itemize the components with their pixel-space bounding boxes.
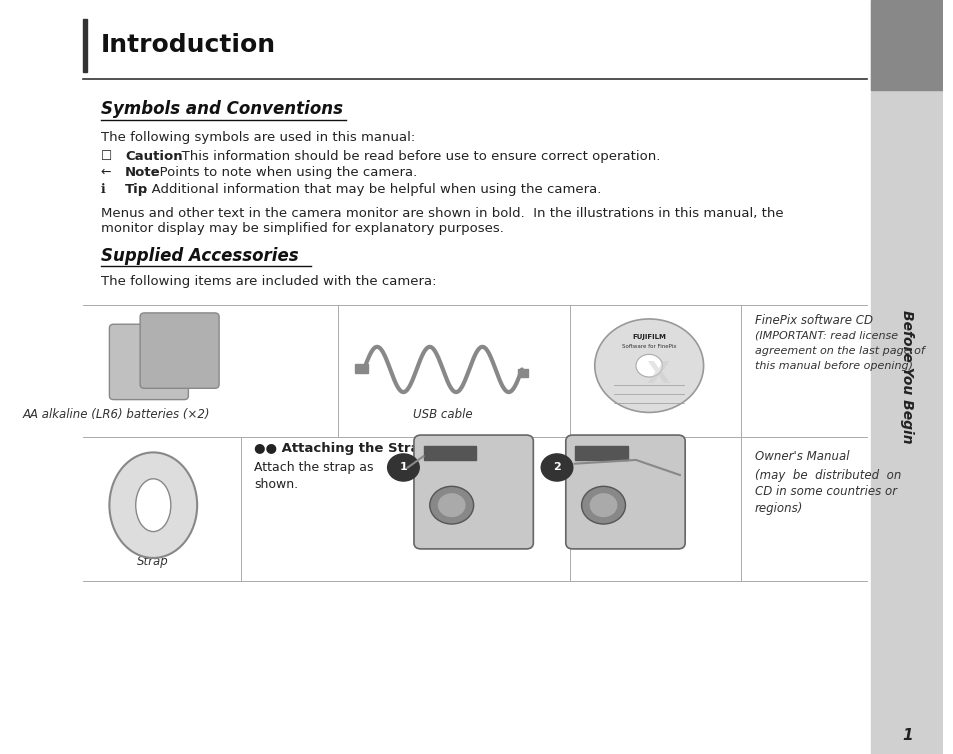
Text: shown.: shown. — [253, 477, 298, 491]
Text: Software for FinePix: Software for FinePix — [621, 345, 676, 349]
Text: CD in some countries or: CD in some countries or — [754, 485, 896, 498]
Text: X: X — [645, 360, 669, 389]
Text: AA alkaline (LR6) batteries (×2): AA alkaline (LR6) batteries (×2) — [23, 408, 210, 421]
Text: ℹ: ℹ — [100, 182, 105, 196]
Text: 1: 1 — [399, 462, 407, 473]
Text: 1: 1 — [901, 728, 912, 743]
Circle shape — [636, 354, 661, 377]
Text: Attach the strap as: Attach the strap as — [253, 461, 374, 474]
Text: : This information should be read before use to ensure correct operation.: : This information should be read before… — [172, 149, 659, 163]
Text: The following symbols are used in this manual:: The following symbols are used in this m… — [100, 130, 415, 144]
Text: Symbols and Conventions: Symbols and Conventions — [100, 100, 342, 118]
Text: regions): regions) — [754, 501, 802, 515]
Text: Before You Begin: Before You Begin — [900, 310, 913, 444]
FancyBboxPatch shape — [140, 313, 219, 388]
Bar — [870, 0, 943, 754]
Bar — [423, 446, 476, 460]
FancyBboxPatch shape — [414, 435, 533, 549]
FancyBboxPatch shape — [565, 435, 684, 549]
Bar — [83, 19, 87, 72]
Bar — [870, 0, 943, 90]
Text: Caution: Caution — [125, 149, 183, 163]
Text: 2: 2 — [553, 462, 560, 473]
Text: (IMPORTANT: read license: (IMPORTANT: read license — [754, 330, 897, 341]
Text: (may  be  distributed  on: (may be distributed on — [754, 468, 900, 482]
Bar — [517, 369, 528, 377]
Text: ●● Attaching the Strap: ●● Attaching the Strap — [253, 442, 429, 455]
Circle shape — [590, 494, 616, 516]
Text: : Additional information that may be helpful when using the camera.: : Additional information that may be hel… — [143, 182, 600, 196]
Text: ←: ← — [100, 166, 111, 179]
Text: this manual before opening): this manual before opening) — [754, 360, 912, 371]
Text: ☐: ☐ — [100, 149, 112, 163]
Text: Strap: Strap — [137, 555, 169, 569]
Text: Tip: Tip — [125, 182, 149, 196]
Circle shape — [594, 319, 703, 412]
Circle shape — [540, 454, 572, 481]
Text: USB cable: USB cable — [413, 408, 473, 421]
Text: FUJIFILM: FUJIFILM — [632, 334, 665, 340]
Circle shape — [387, 454, 418, 481]
Text: Note: Note — [125, 166, 161, 179]
Circle shape — [438, 494, 464, 516]
Text: The following items are included with the camera:: The following items are included with th… — [100, 274, 436, 288]
Text: monitor display may be simplified for explanatory purposes.: monitor display may be simplified for ex… — [100, 222, 503, 235]
Text: Supplied Accessories: Supplied Accessories — [100, 247, 298, 265]
Ellipse shape — [135, 479, 171, 532]
FancyBboxPatch shape — [110, 324, 188, 400]
Circle shape — [581, 486, 625, 524]
Bar — [575, 446, 627, 460]
Text: Owner's Manual: Owner's Manual — [754, 449, 848, 463]
Ellipse shape — [110, 452, 197, 558]
Text: : Points to note when using the camera.: : Points to note when using the camera. — [151, 166, 416, 179]
Bar — [355, 364, 368, 373]
Circle shape — [429, 486, 473, 524]
Text: agreement on the last page of: agreement on the last page of — [754, 345, 923, 356]
Text: FinePix software CD: FinePix software CD — [754, 314, 872, 327]
Text: Introduction: Introduction — [100, 33, 275, 57]
Text: Menus and other text in the camera monitor are shown in bold.  In the illustrati: Menus and other text in the camera monit… — [100, 207, 782, 220]
